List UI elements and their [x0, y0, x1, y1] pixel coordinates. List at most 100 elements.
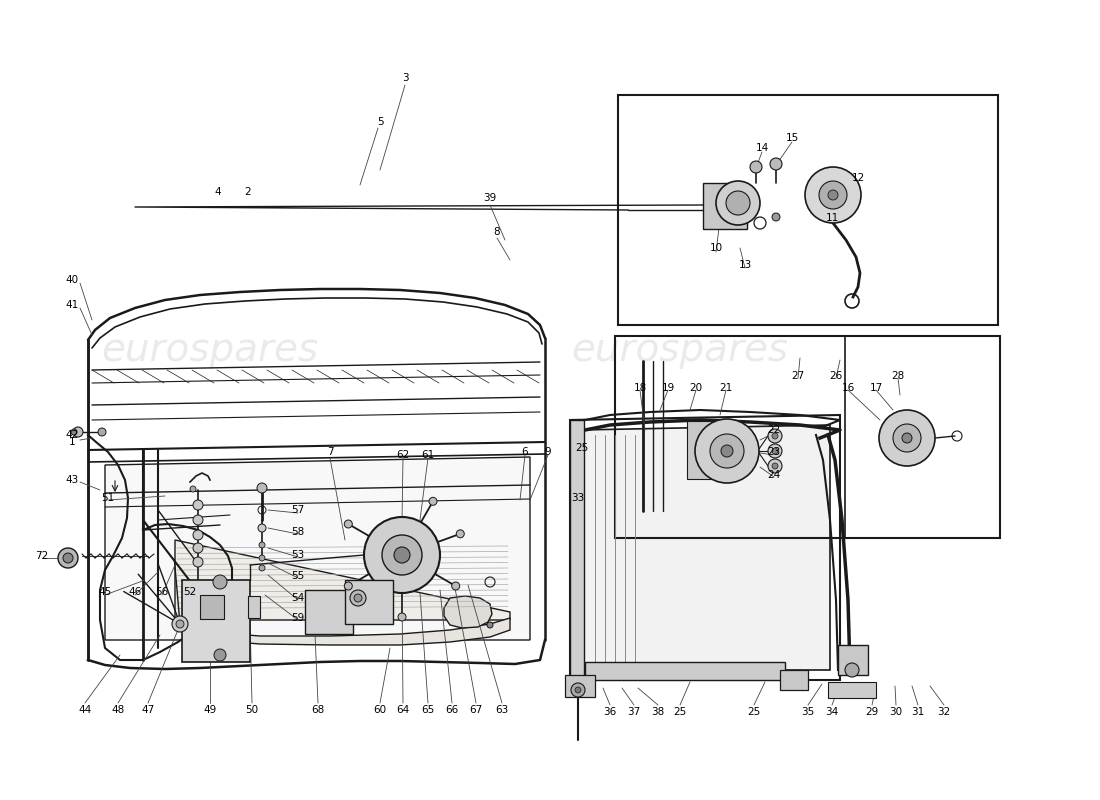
Text: 33: 33: [571, 493, 584, 503]
Circle shape: [768, 444, 782, 458]
Circle shape: [893, 424, 921, 452]
Bar: [615, 336, 1000, 538]
Bar: [780, 670, 808, 690]
Text: 49: 49: [204, 705, 217, 715]
Text: 7: 7: [327, 447, 333, 457]
Circle shape: [214, 649, 225, 661]
Circle shape: [73, 427, 82, 437]
Circle shape: [429, 498, 437, 506]
Circle shape: [172, 616, 188, 632]
Text: 16: 16: [842, 383, 855, 393]
Text: 14: 14: [756, 143, 769, 153]
Text: 60: 60: [373, 705, 386, 715]
Text: 30: 30: [890, 707, 903, 717]
Circle shape: [750, 161, 762, 173]
Text: 39: 39: [483, 193, 496, 203]
Bar: [618, 95, 998, 325]
Text: 24: 24: [768, 470, 781, 480]
Text: 31: 31: [912, 707, 925, 717]
Text: 11: 11: [825, 213, 838, 223]
Circle shape: [258, 542, 265, 548]
Circle shape: [98, 428, 106, 436]
Text: 21: 21: [719, 383, 733, 393]
Circle shape: [258, 565, 265, 571]
Circle shape: [258, 524, 266, 532]
Circle shape: [72, 429, 77, 435]
Text: 56: 56: [155, 587, 168, 597]
Circle shape: [879, 410, 935, 466]
Circle shape: [176, 620, 184, 628]
Circle shape: [192, 557, 204, 567]
Text: 9: 9: [544, 447, 551, 457]
Text: 26: 26: [829, 371, 843, 381]
Text: 62: 62: [396, 450, 409, 460]
Circle shape: [382, 535, 422, 575]
Text: 1: 1: [68, 437, 75, 447]
Text: 8: 8: [494, 227, 501, 237]
Circle shape: [192, 543, 204, 553]
Text: 29: 29: [866, 707, 879, 717]
Text: 36: 36: [604, 707, 617, 717]
Circle shape: [772, 448, 778, 454]
Text: 35: 35: [802, 707, 815, 717]
Text: 34: 34: [825, 707, 838, 717]
Text: 64: 64: [396, 705, 409, 715]
Polygon shape: [444, 596, 492, 628]
Text: 17: 17: [869, 383, 882, 393]
Text: 18: 18: [634, 383, 647, 393]
Text: 3: 3: [402, 73, 408, 83]
Text: 45: 45: [98, 587, 111, 597]
Text: 72: 72: [35, 551, 48, 561]
Bar: [182, 580, 250, 662]
Text: eurospares: eurospares: [571, 331, 789, 369]
Bar: [838, 645, 868, 675]
Text: 47: 47: [142, 705, 155, 715]
Text: 63: 63: [495, 705, 508, 715]
Text: 12: 12: [851, 173, 865, 183]
Bar: [570, 420, 584, 680]
Circle shape: [845, 663, 859, 677]
Bar: [305, 590, 353, 634]
Circle shape: [190, 486, 196, 492]
Bar: [345, 580, 393, 624]
Text: 58: 58: [292, 527, 305, 537]
Text: 10: 10: [710, 243, 723, 253]
Text: 44: 44: [78, 705, 91, 715]
Text: 67: 67: [470, 705, 483, 715]
Text: 41: 41: [65, 300, 78, 310]
Text: 57: 57: [292, 505, 305, 515]
Text: 25: 25: [673, 707, 686, 717]
Circle shape: [257, 483, 267, 493]
Circle shape: [772, 213, 780, 221]
Circle shape: [452, 582, 460, 590]
Circle shape: [258, 555, 265, 561]
Text: 40: 40: [65, 275, 78, 285]
Bar: [565, 675, 595, 697]
Text: 6: 6: [521, 447, 528, 457]
Circle shape: [192, 500, 204, 510]
Circle shape: [805, 167, 861, 223]
Text: 52: 52: [184, 587, 197, 597]
Text: 27: 27: [791, 371, 804, 381]
Text: 25: 25: [575, 443, 589, 453]
Text: 50: 50: [245, 705, 258, 715]
Bar: [828, 682, 876, 698]
Text: 42: 42: [65, 430, 78, 440]
Text: 48: 48: [111, 705, 124, 715]
Circle shape: [213, 575, 227, 589]
Bar: [585, 662, 785, 680]
Text: 46: 46: [129, 587, 142, 597]
Text: 2: 2: [244, 187, 251, 197]
Text: 59: 59: [292, 613, 305, 623]
Circle shape: [710, 434, 744, 468]
Text: 66: 66: [446, 705, 459, 715]
Text: 23: 23: [768, 447, 781, 457]
Bar: [688, 421, 712, 479]
Text: 43: 43: [65, 475, 78, 485]
Text: 38: 38: [651, 707, 664, 717]
Circle shape: [394, 547, 410, 563]
Text: 4: 4: [214, 187, 221, 197]
Circle shape: [487, 622, 493, 628]
Text: 19: 19: [661, 383, 674, 393]
Text: 15: 15: [785, 133, 799, 143]
